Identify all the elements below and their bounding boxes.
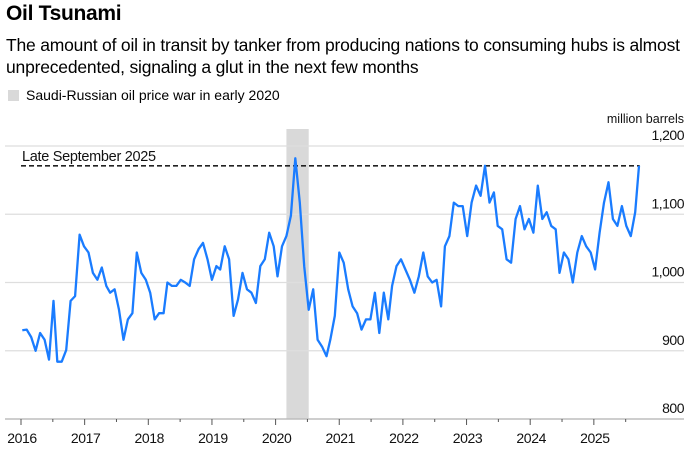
series-line xyxy=(22,157,641,363)
legend: Saudi-Russian oil price war in early 202… xyxy=(8,87,280,103)
x-tick-label: 2016 xyxy=(7,430,37,446)
legend-swatch-shaded-region xyxy=(8,89,19,101)
y-tick-label: 1,000 xyxy=(651,264,684,280)
x-tick-label: 2018 xyxy=(135,430,165,446)
legend-label: Saudi-Russian oil price war in early 202… xyxy=(26,87,280,103)
x-tick-label: 2020 xyxy=(262,430,292,446)
x-tick-label: 2025 xyxy=(580,430,610,446)
reference-line-label: Late September 2025 xyxy=(22,149,156,165)
x-tick-label: 2019 xyxy=(198,430,228,446)
x-tick-label: 2021 xyxy=(325,430,355,446)
y-axis-label: million barrels xyxy=(607,112,684,126)
y-tick-label: 900 xyxy=(662,332,685,348)
x-tick-label: 2017 xyxy=(71,430,101,446)
x-tick-label: 2024 xyxy=(516,430,546,446)
x-tick-label: 2022 xyxy=(389,430,419,446)
x-tick-label: 2023 xyxy=(453,430,483,446)
y-tick-label: 800 xyxy=(662,400,685,416)
y-tick-label: 1,200 xyxy=(651,127,684,143)
y-tick-label: 1,100 xyxy=(651,195,684,211)
chart-subtitle: The amount of oil in transit by tanker f… xyxy=(6,35,680,77)
chart-title: Oil Tsunami xyxy=(6,2,122,25)
